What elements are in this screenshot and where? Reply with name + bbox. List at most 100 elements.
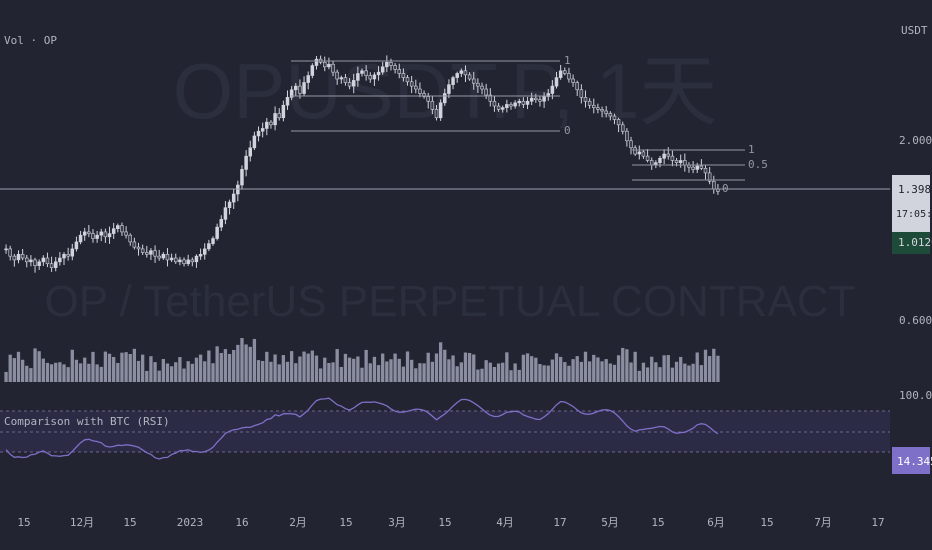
volume-bar <box>587 361 592 382</box>
volume-bar <box>83 357 87 382</box>
candle-body <box>16 254 21 261</box>
volume-bar <box>381 353 385 382</box>
candle-body <box>82 231 87 236</box>
currency-label: USDT <box>901 24 928 37</box>
candle-body <box>476 82 480 87</box>
candle-body <box>236 184 240 195</box>
volume-bar <box>505 352 509 382</box>
candle-body <box>480 85 484 90</box>
time-tick-label: 2月 <box>289 516 307 529</box>
candle-body <box>198 254 203 257</box>
candle-body <box>683 160 687 166</box>
candle-body <box>471 78 476 84</box>
volume-bar <box>323 357 327 382</box>
candle-body <box>273 113 277 126</box>
time-tick-label: 15 <box>438 516 451 529</box>
candle-body <box>87 231 91 234</box>
volume-bar <box>244 344 248 382</box>
candle-body <box>41 257 46 263</box>
volume-bar <box>78 363 83 382</box>
time-tick-label: 16 <box>235 516 248 529</box>
volume-bar <box>662 355 666 382</box>
volume-bar <box>112 356 116 382</box>
last-price-value: 1.3988 <box>898 183 932 196</box>
fib-level-label: 1 <box>748 143 755 156</box>
volume-bar <box>132 348 137 382</box>
candle-body <box>343 77 348 83</box>
indicator-value: 14.3452 <box>897 455 932 468</box>
volume-bar <box>596 357 600 382</box>
candle-body <box>542 96 546 102</box>
indicator-title[interactable]: Comparison with BTC (RSI) <box>4 415 170 428</box>
candle-body <box>8 248 12 257</box>
volume-bar <box>438 342 443 382</box>
volume-bar <box>430 361 435 382</box>
candle-body <box>25 257 29 263</box>
volume-bar <box>517 369 521 382</box>
volume-bar <box>66 367 70 382</box>
volume-bar <box>45 362 50 382</box>
volume-bar <box>252 338 257 382</box>
candle-body <box>670 155 675 161</box>
candle-body <box>190 259 195 263</box>
candle-body <box>521 100 526 105</box>
volume-bar <box>356 356 360 382</box>
fib-retracement-primary[interactable]: 1 0 <box>291 54 571 137</box>
candle-body <box>219 219 224 228</box>
volume-bar <box>103 351 108 382</box>
volume-bar <box>339 366 343 382</box>
candle-body <box>364 70 368 76</box>
volume-bar <box>666 355 670 382</box>
candle-body <box>153 250 157 257</box>
fib-retracement-secondary[interactable]: 1 0.5 0 <box>632 143 768 195</box>
partial-price-badge <box>892 232 930 254</box>
candle-body <box>563 70 567 74</box>
volume-bar <box>302 351 306 382</box>
candle-body <box>467 74 472 80</box>
candle-body <box>525 100 530 105</box>
candle-body <box>438 102 443 119</box>
candle-body <box>662 153 666 159</box>
candle-body <box>174 257 178 263</box>
volume-bar <box>289 351 294 382</box>
candle-body <box>596 107 600 110</box>
candle-body <box>666 153 671 157</box>
candle-body <box>579 89 584 98</box>
volume-bar <box>347 357 352 382</box>
candle-body <box>306 75 310 83</box>
volume-bar <box>550 359 555 382</box>
candle-body <box>488 94 493 102</box>
volume-bar <box>492 366 497 382</box>
time-tick-label: 17 <box>871 516 884 529</box>
candle-body <box>103 231 108 238</box>
volume-bar <box>29 368 33 382</box>
rsi-line <box>5 397 719 460</box>
volume-bar <box>621 347 625 382</box>
candle-body <box>678 160 683 163</box>
candle-body <box>360 70 364 74</box>
volume-bar <box>327 362 331 382</box>
candle-body <box>575 82 579 91</box>
volume-bar <box>467 352 472 382</box>
volume-bar <box>165 363 170 382</box>
volume-bar <box>414 368 418 382</box>
candle-body <box>496 105 501 110</box>
volume-legend[interactable]: Vol · OP <box>4 34 57 47</box>
time-axis[interactable]: 15 12月 15 2023 16 2月 15 3月 15 4月 17 5月 15 6月 15 7月 17 <box>17 516 884 529</box>
volume-bar <box>318 368 323 382</box>
volume-bar <box>410 359 414 382</box>
candle-body <box>140 248 145 253</box>
candle-body <box>66 254 70 257</box>
volume-bar <box>294 363 298 382</box>
volume-bar <box>49 364 54 382</box>
volume-bar <box>87 363 91 382</box>
volume-bar <box>298 356 302 382</box>
candle-body <box>517 100 522 104</box>
candle-body <box>554 77 559 87</box>
candle-body <box>194 255 199 263</box>
candle-body <box>629 140 633 149</box>
volume-bar <box>120 352 124 382</box>
candle-body <box>637 151 642 155</box>
